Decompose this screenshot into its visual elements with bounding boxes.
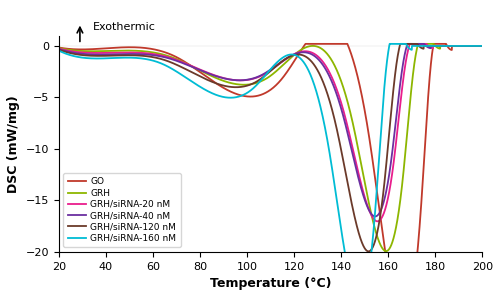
GRH: [404, 131, 410, 134]
Text: Exothermic: Exothermic: [92, 22, 156, 32]
Line: GRH: GRH: [58, 44, 482, 251]
GRH: [415, 42, 421, 46]
Legend: GO, GRH, GRH/siRNA-20 nM, GRH/siRNA-40 nM, GRH/siRNA-120 nM, GRH/siRNA-160 nM: GO, GRH, GRH/siRNA-20 nM, GRH/siRNA-40 n…: [63, 173, 181, 247]
GRH/siRNA-160 nM: [404, 44, 410, 48]
GRH/siRNA-40 nM: [404, 43, 410, 46]
GRH/siRNA-160 nM: [332, 181, 338, 185]
GRH/siRNA-40 nM: [480, 44, 486, 48]
GRH: [372, 227, 378, 230]
GRH/siRNA-40 nM: [132, 52, 138, 56]
GRH: [56, 46, 62, 50]
GRH/siRNA-120 nM: [310, 61, 316, 65]
GRH/siRNA-160 nM: [132, 56, 138, 60]
GRH/siRNA-160 nM: [310, 79, 316, 83]
GO: [372, 176, 378, 179]
GRH/siRNA-120 nM: [332, 117, 338, 120]
GRH/siRNA-120 nM: [404, 42, 410, 46]
GRH/siRNA-120 nM: [480, 44, 486, 48]
GO: [386, 271, 392, 274]
GRH/siRNA-20 nM: [132, 51, 138, 54]
GRH: [132, 49, 138, 53]
Line: GRH/siRNA-40 nM: GRH/siRNA-40 nM: [58, 44, 482, 217]
GRH/siRNA-160 nM: [218, 94, 224, 98]
Line: GO: GO: [58, 44, 482, 272]
GRH/siRNA-20 nM: [404, 52, 410, 56]
GRH/siRNA-160 nM: [56, 49, 62, 52]
GRH/siRNA-160 nM: [386, 42, 392, 46]
GRH/siRNA-40 nM: [372, 215, 378, 218]
GRH/siRNA-40 nM: [56, 47, 62, 51]
GRH/siRNA-120 nM: [398, 42, 404, 46]
GRH/siRNA-40 nM: [404, 42, 410, 46]
GRH/siRNA-120 nM: [372, 239, 378, 243]
Line: GRH/siRNA-20 nM: GRH/siRNA-20 nM: [58, 44, 482, 221]
GRH/siRNA-40 nM: [372, 215, 378, 218]
GRH/siRNA-120 nM: [132, 54, 138, 57]
GO: [218, 84, 224, 88]
GRH: [332, 63, 338, 67]
GRH: [480, 44, 486, 48]
GRH/siRNA-20 nM: [332, 81, 338, 85]
GRH/siRNA-20 nM: [310, 51, 316, 55]
GRH/siRNA-20 nM: [407, 42, 413, 46]
GRH: [383, 249, 389, 253]
GRH: [310, 44, 316, 48]
GO: [310, 42, 316, 46]
GRH/siRNA-120 nM: [218, 83, 224, 87]
GRH/siRNA-20 nM: [372, 218, 378, 222]
Y-axis label: DSC (mW/mg): DSC (mW/mg): [7, 95, 20, 192]
GO: [404, 271, 410, 274]
GRH/siRNA-120 nM: [56, 48, 62, 51]
GRH/siRNA-20 nM: [480, 44, 486, 48]
GRH/siRNA-20 nM: [56, 47, 62, 50]
GRH/siRNA-160 nM: [346, 271, 352, 274]
X-axis label: Temperature (°C): Temperature (°C): [210, 277, 332, 290]
GO: [302, 42, 308, 46]
GRH/siRNA-40 nM: [218, 76, 224, 79]
Line: GRH/siRNA-160 nM: GRH/siRNA-160 nM: [58, 44, 482, 272]
GO: [332, 42, 338, 46]
GO: [56, 46, 62, 49]
GRH/siRNA-160 nM: [372, 211, 378, 215]
GRH/siRNA-20 nM: [218, 75, 224, 79]
GRH/siRNA-160 nM: [480, 44, 486, 48]
GRH/siRNA-40 nM: [332, 86, 338, 90]
Line: GRH/siRNA-120 nM: GRH/siRNA-120 nM: [58, 44, 482, 251]
GRH/siRNA-40 nM: [310, 53, 316, 57]
GRH/siRNA-120 nM: [366, 249, 372, 253]
GRH/siRNA-20 nM: [374, 219, 380, 223]
GO: [132, 45, 138, 49]
GRH: [218, 78, 224, 82]
GO: [480, 44, 486, 48]
